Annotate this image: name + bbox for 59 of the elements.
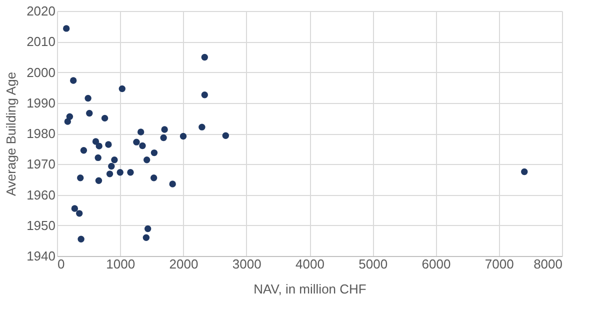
point (142, 234, 150, 241)
x-tick-label: 8000 (534, 256, 562, 272)
point (101, 114, 108, 122)
point (94, 154, 102, 162)
x-tick-label: 7000 (484, 256, 514, 272)
y-tick-label: 1960 (26, 187, 56, 202)
y-axis-title: Average Building Age (4, 72, 19, 196)
point (201, 54, 208, 61)
x-axis-title: NAV, in million CHF (254, 282, 366, 296)
point (106, 170, 114, 178)
point (133, 138, 140, 146)
point (64, 118, 72, 125)
y-tick-label: 1990 (26, 95, 56, 110)
point (180, 132, 187, 140)
x-tick-label: 6000 (422, 256, 451, 272)
point (84, 94, 92, 102)
point (222, 132, 230, 139)
x-tick-label: 0 (58, 256, 65, 272)
point (127, 169, 134, 176)
point (86, 110, 93, 117)
point (143, 156, 150, 164)
x-tick-label: 4000 (296, 256, 324, 272)
x-tick-label: 2000 (169, 256, 198, 272)
y-tick-label: 1980 (26, 126, 56, 141)
y-tick-label: 2010 (26, 34, 56, 50)
point (201, 92, 208, 98)
x-tick-label: 1000 (106, 256, 136, 272)
point (161, 126, 168, 133)
point (71, 205, 78, 212)
point (77, 174, 84, 182)
point (96, 142, 102, 150)
y-tick-label: 1950 (26, 218, 56, 233)
point (78, 236, 84, 243)
y-tick-label: 1940 (26, 248, 56, 264)
point (108, 162, 115, 170)
point (150, 149, 158, 156)
point (95, 177, 102, 184)
point (198, 124, 206, 130)
point (160, 134, 167, 142)
point (118, 85, 126, 92)
point (80, 146, 88, 154)
y-tick-label: 1970 (26, 156, 56, 172)
point (105, 141, 112, 148)
x-tick-label: 5000 (358, 256, 388, 272)
point (76, 210, 83, 217)
point (139, 142, 146, 150)
x-tick-label: 3000 (232, 256, 262, 272)
point (150, 174, 158, 182)
y-tick-label: 2020 (26, 4, 56, 18)
point (62, 25, 70, 32)
point (144, 225, 152, 232)
point (92, 138, 100, 145)
point (70, 77, 77, 84)
y-tick-label: 2000 (26, 64, 56, 80)
point (169, 180, 176, 188)
point (521, 168, 528, 176)
point (111, 156, 118, 164)
point (137, 128, 144, 136)
point (116, 169, 124, 176)
